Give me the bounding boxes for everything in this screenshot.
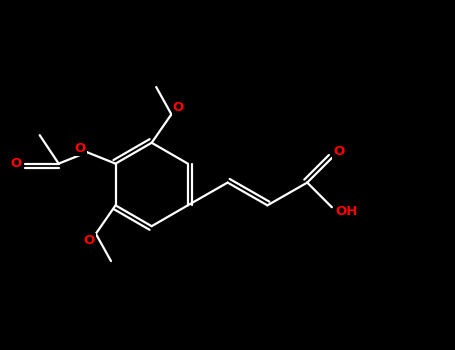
Text: O: O <box>83 234 95 247</box>
Text: OH: OH <box>335 205 358 218</box>
Text: O: O <box>10 157 22 170</box>
Text: O: O <box>75 142 86 155</box>
Text: O: O <box>333 145 344 158</box>
Text: O: O <box>172 101 184 114</box>
